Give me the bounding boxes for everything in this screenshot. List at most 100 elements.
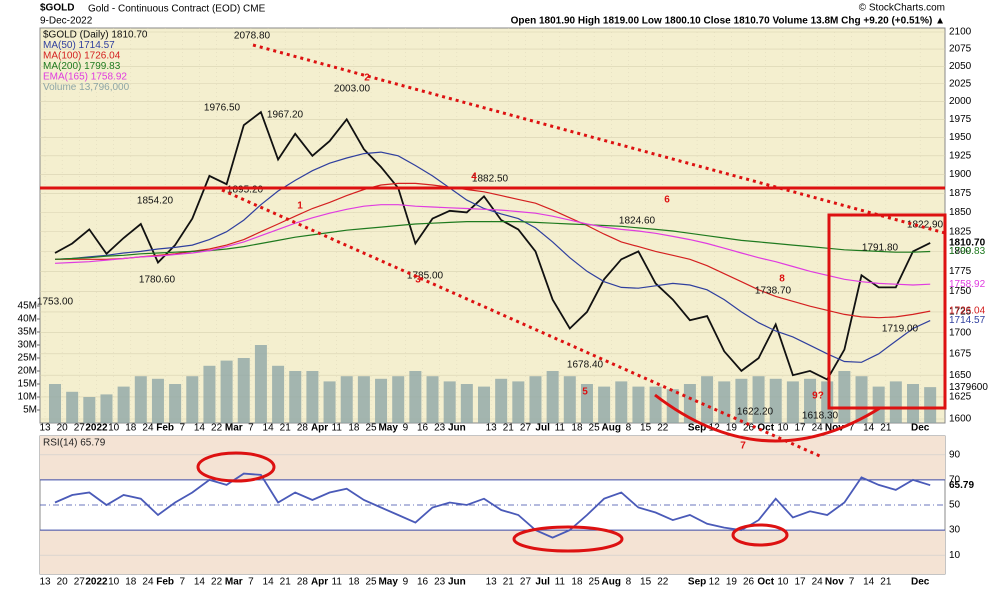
annotation: 4: [471, 172, 477, 183]
legend-entry: MA(200) 1799.83: [43, 61, 121, 72]
x-tick-label: 14: [863, 577, 875, 588]
annotation: 1822.90: [907, 220, 944, 231]
x-tick-label: 2022: [85, 577, 108, 588]
x-tick-label: 28: [297, 423, 309, 434]
y-tick-label: 1875: [949, 188, 972, 199]
x-tick-label: 11: [332, 577, 343, 588]
x-tick-label: 17: [794, 577, 806, 588]
x-tick-label: 26: [743, 423, 755, 434]
oversold-circle: [512, 525, 624, 553]
volume-bar: [907, 384, 919, 423]
x-tick-label: 14: [863, 423, 875, 434]
volume-bar: [838, 371, 851, 423]
y2-tick-label: 15M: [18, 379, 37, 390]
volume-bar: [701, 376, 714, 423]
legend-entry: $GOLD (Daily) 1810.70: [43, 30, 148, 41]
x-tick-label: May: [378, 577, 398, 588]
x-tick-label: Jun: [448, 423, 466, 434]
x-tick-label: Feb: [156, 577, 174, 588]
volume-bar: [735, 378, 748, 423]
legend-entry: EMA(165) 1758.92: [43, 72, 127, 83]
x-tick-label: 7: [179, 423, 185, 434]
x-tick-label: 18: [348, 577, 360, 588]
volume-bar: [460, 384, 473, 423]
x-tick-label: 10: [108, 423, 120, 434]
x-tick-label: Aug: [602, 577, 621, 588]
y-tick-label: 1800: [949, 246, 972, 257]
x-tick-label: 14: [194, 577, 206, 588]
annotation: 3: [415, 275, 421, 286]
chart-title: $GOLD: [40, 3, 74, 14]
volume-bar: [443, 381, 456, 423]
annotation: 7: [740, 441, 746, 452]
annotation: 1678.40: [567, 360, 604, 371]
chart-subtitle: Gold - Continuous Contract (EOD) CME: [88, 4, 266, 15]
series-line: [54, 151, 931, 363]
annotation: 5: [582, 387, 588, 398]
x-tick-label: Apr: [311, 577, 328, 588]
annotation: 2078.80: [234, 31, 271, 42]
y-tick-label: 1900: [949, 169, 972, 180]
x-tick-label: 27: [74, 423, 86, 434]
x-tick-label: 23: [434, 423, 446, 434]
x-tick-label: 7: [248, 423, 254, 434]
x-tick-label: 7: [849, 577, 855, 588]
x-tick-label: 19: [726, 577, 738, 588]
volume-bar: [392, 376, 405, 423]
x-tick-label: 14: [263, 423, 275, 434]
x-tick-label: Dec: [911, 423, 930, 434]
volume-bar: [889, 381, 902, 423]
y-tick-label: 1925: [949, 150, 972, 161]
chart-date: 9-Dec-2022: [40, 16, 93, 27]
x-tick-label: 25: [365, 423, 377, 434]
x-tick-label: Sep: [688, 577, 706, 588]
x-tick-label: 8: [626, 577, 632, 588]
y-tick-label: 1600: [949, 414, 972, 425]
volume-bar: [272, 365, 285, 423]
x-tick-label: 26: [743, 577, 755, 588]
volume-bar: [340, 376, 353, 423]
y-tick-label: 2050: [949, 61, 972, 72]
x-tick-label: 14: [263, 577, 275, 588]
volume-bar: [289, 371, 302, 423]
x-tick-label: 7: [179, 577, 185, 588]
x-tick-label: Aug: [602, 423, 621, 434]
annotation: 1895.20: [227, 185, 264, 196]
x-tick-label: 10: [777, 577, 789, 588]
annotation: 6: [664, 195, 670, 206]
y-tick-label: 1850: [949, 207, 972, 218]
x-tick-label: 18: [348, 423, 360, 434]
y-tick-label: 10: [949, 550, 961, 561]
x-tick-label: 21: [503, 423, 515, 434]
annotation: 1622.20: [737, 407, 774, 418]
volume-bar: [563, 376, 576, 423]
x-tick-label: 7: [248, 577, 254, 588]
x-tick-label: 18: [125, 577, 137, 588]
x-tick-label: 9: [403, 577, 409, 588]
x-tick-label: 2022: [85, 423, 108, 434]
x-tick-label: Dec: [911, 577, 930, 588]
series-line: [54, 472, 931, 539]
volume-bar: [151, 378, 164, 423]
annotation: 2003.00: [334, 84, 371, 95]
x-tick-label: Oct: [757, 577, 774, 588]
x-tick-label: 13: [486, 423, 498, 434]
x-tick-label: May: [378, 423, 398, 434]
y-tick-label: 1750: [949, 286, 972, 297]
annotation: 9?: [812, 391, 824, 402]
volume-bar: [83, 397, 96, 423]
x-tick-label: 19: [726, 423, 738, 434]
volume-bar: [580, 384, 593, 423]
x-tick-label: 25: [589, 577, 601, 588]
x-tick-label: 11: [555, 577, 566, 588]
x-tick-label: Nov: [825, 423, 844, 434]
volume-bar: [254, 345, 267, 423]
annotation: 2: [364, 73, 370, 84]
annotation: 1780.60: [139, 275, 176, 286]
x-tick-label: 21: [280, 577, 292, 588]
y-tick-label: 1675: [949, 348, 972, 359]
annotation: 1882.50: [472, 174, 509, 185]
x-tick-label: 24: [142, 423, 154, 434]
volume-bar: [804, 378, 817, 423]
